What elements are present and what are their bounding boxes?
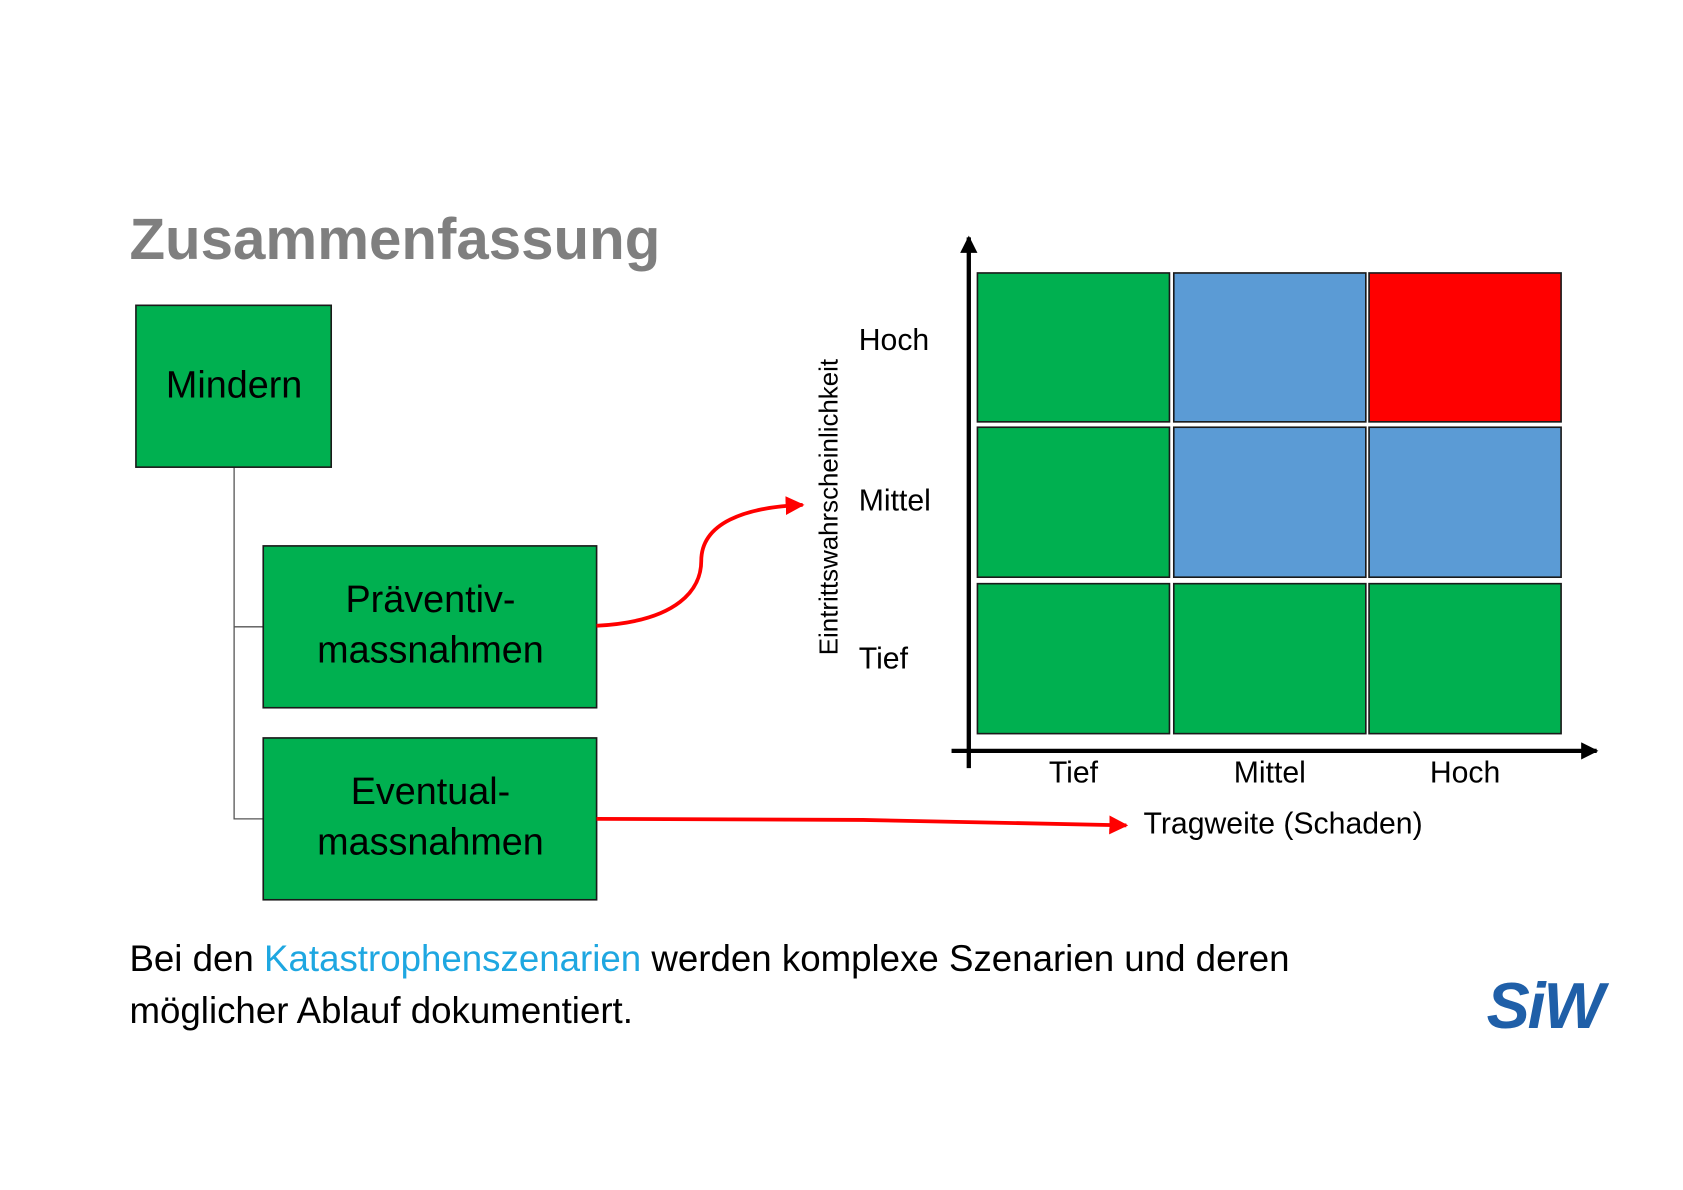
highlight-text: Katastrophenszenarien bbox=[264, 938, 641, 979]
risk-matrix: Hoch Mittel Tief Tief Mittel Hoch bbox=[859, 272, 1562, 790]
arrow bbox=[596, 815, 1129, 835]
node-box bbox=[262, 737, 598, 901]
x-axis-title: Tragweite (Schaden) bbox=[1144, 807, 1423, 840]
y-tick-label: Hoch bbox=[859, 324, 929, 357]
x-tick-label: Tief bbox=[1049, 757, 1099, 790]
node-label: massnahmen bbox=[317, 629, 544, 671]
body-line: Bei den Katastrophenszenarien werden kom… bbox=[129, 938, 1289, 979]
logo: SiW bbox=[1487, 969, 1610, 1042]
arrow bbox=[596, 496, 805, 628]
matrix-cell bbox=[1172, 582, 1367, 735]
body-text: möglicher Ablauf dokumentiert. bbox=[129, 990, 633, 1031]
matrix-cell bbox=[1368, 426, 1562, 579]
matrix-cell bbox=[1368, 582, 1562, 735]
x-tick-label: Hoch bbox=[1430, 757, 1500, 790]
matrix-cell bbox=[1368, 272, 1562, 423]
node-box bbox=[262, 545, 598, 709]
body-text: werden komplexe Szenarien und deren bbox=[641, 938, 1289, 979]
matrix-cell bbox=[976, 272, 1171, 423]
body-text: Bei den bbox=[129, 938, 264, 979]
node-label: massnahmen bbox=[317, 821, 544, 863]
slide-title: Zusammenfassung bbox=[129, 207, 660, 272]
node-label: Mindern bbox=[166, 363, 302, 405]
y-tick-label: Mittel bbox=[859, 485, 931, 518]
matrix-cell bbox=[976, 582, 1171, 735]
connectors bbox=[233, 467, 264, 820]
x-tick-label: Mittel bbox=[1234, 757, 1306, 790]
y-axis-title: Eintrittswahrscheinlichkeit bbox=[816, 359, 844, 655]
body-line: möglicher Ablauf dokumentiert. bbox=[129, 990, 633, 1031]
node-label: Präventiv- bbox=[345, 578, 515, 620]
node-label: Eventual- bbox=[351, 770, 510, 812]
y-tick-label: Tief bbox=[859, 642, 909, 675]
matrix-cell bbox=[976, 426, 1171, 579]
matrix-cell bbox=[1172, 272, 1367, 423]
node-box bbox=[135, 304, 333, 468]
matrix-cell bbox=[1172, 426, 1367, 579]
